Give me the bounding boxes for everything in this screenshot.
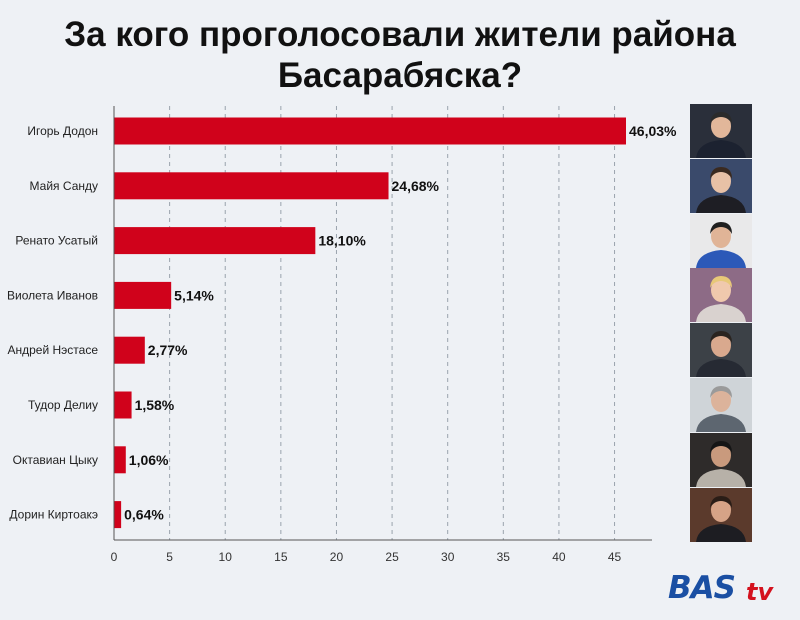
- bar: [114, 172, 389, 200]
- x-tick-label: 15: [274, 550, 288, 564]
- portrait-image: [690, 323, 752, 378]
- portrait-hair: [710, 495, 732, 508]
- portrait-image: [690, 487, 752, 542]
- value-label: 24,68%: [392, 178, 440, 194]
- photo-sandu: [690, 158, 752, 213]
- portrait-hair: [710, 276, 732, 289]
- x-tick-label: 10: [219, 550, 233, 564]
- portrait-face: [711, 278, 731, 303]
- portrait-image: [690, 213, 752, 268]
- bar: [114, 501, 122, 529]
- bar: [114, 117, 626, 145]
- chart-title: За кого проголосовали жители района Баса…: [64, 15, 736, 95]
- logo-bas-text: BAS: [668, 570, 736, 606]
- value-label: 1,06%: [129, 452, 169, 468]
- bar: [114, 446, 126, 474]
- bar: [114, 227, 316, 255]
- category-label: Дорин Киртоакэ: [9, 508, 98, 522]
- bar: [114, 281, 172, 309]
- photo-chirtoaca: [690, 487, 752, 542]
- value-label: 46,03%: [629, 123, 677, 139]
- photo-deliu: [690, 378, 752, 432]
- bars: [114, 117, 626, 529]
- bar: [114, 336, 145, 364]
- portrait-face: [711, 223, 731, 248]
- portrait-shoulders: [696, 414, 746, 432]
- category-label: Андрей Нэстасе: [7, 343, 98, 357]
- bas-tv-logo: BAS tv: [668, 570, 784, 606]
- portrait-face: [711, 168, 731, 193]
- portrait-shoulders: [696, 249, 746, 268]
- portrait-shoulders: [696, 359, 746, 378]
- category-label: Майя Санду: [30, 179, 98, 193]
- portrait-shoulders: [696, 140, 746, 158]
- portrait-image: [690, 104, 752, 158]
- x-tick-label: 35: [497, 550, 511, 564]
- portrait-hair: [710, 166, 732, 179]
- category-label: Игорь Додон: [27, 124, 98, 138]
- portrait-image: [690, 158, 752, 213]
- portrait-hair: [710, 440, 732, 453]
- photo-nastase: [690, 323, 752, 378]
- portrait-shoulders: [696, 523, 746, 542]
- portrait-face: [711, 333, 731, 358]
- photo-dodon: [690, 104, 752, 158]
- photo-ivanov: [690, 268, 752, 323]
- x-tick-label: 5: [166, 550, 173, 564]
- logo-tv-text: tv: [746, 578, 774, 606]
- portrait-face: [711, 442, 731, 467]
- bar: [114, 391, 132, 419]
- x-tick-label: 40: [552, 550, 566, 564]
- portrait-hair: [710, 221, 732, 234]
- x-tick-label: 45: [608, 550, 622, 564]
- value-label: 5,14%: [174, 287, 214, 303]
- portrait-hair: [710, 331, 732, 344]
- portrait-hair: [710, 112, 732, 124]
- category-labels: Игорь Додон Майя Санду Ренато Усатый Виолет…: [7, 124, 98, 522]
- value-label: 2,77%: [148, 342, 188, 358]
- value-labels: 46,03% 24,68% 18,10% 5,14% 2,77% 1,58% 1,06% 0,…: [124, 123, 677, 523]
- category-label: Тудор Делиу: [28, 398, 98, 412]
- portrait-image: [690, 378, 752, 432]
- portrait-hair: [710, 386, 732, 398]
- portrait-shoulders: [696, 304, 746, 323]
- category-label: Октавиан Цыку: [13, 453, 98, 467]
- portrait-face: [711, 114, 731, 138]
- value-label: 18,10%: [318, 233, 366, 249]
- value-label: 1,58%: [135, 397, 175, 413]
- x-tick-label: 0: [111, 550, 118, 564]
- photo-usatii: [690, 213, 752, 268]
- category-label: Ренато Усатый: [15, 234, 98, 248]
- portrait-image: [690, 268, 752, 323]
- photo-tacu: [690, 432, 752, 487]
- x-tick-label: 30: [441, 550, 455, 564]
- portrait-face: [711, 497, 731, 522]
- x-axis: 0 5 10 15 20 25 30 35 40 45: [111, 106, 652, 564]
- portrait-shoulders: [696, 468, 746, 487]
- x-tick-label: 25: [385, 550, 399, 564]
- portrait-face: [711, 388, 731, 412]
- x-tick-label: 20: [330, 550, 344, 564]
- portrait-shoulders: [696, 194, 746, 213]
- grid-lines: [169, 106, 616, 540]
- value-label: 0,64%: [124, 507, 164, 523]
- category-label: Виолета Иванов: [7, 288, 98, 302]
- portrait-image: [690, 432, 752, 487]
